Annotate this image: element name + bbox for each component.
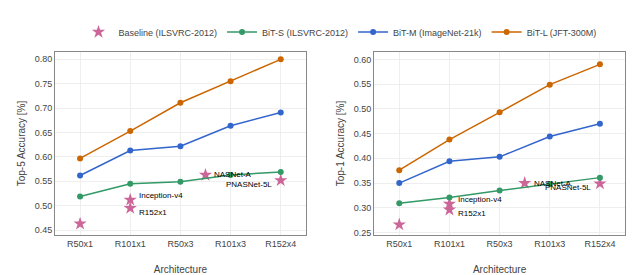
- svg-text:R152x4: R152x4: [584, 239, 615, 249]
- svg-text:0.30: 0.30: [354, 203, 372, 213]
- svg-text:0.70: 0.70: [35, 103, 53, 113]
- svg-text:Inception-v4: Inception-v4: [139, 191, 183, 200]
- svg-text:0.60: 0.60: [35, 152, 53, 162]
- svg-text:R152x1: R152x1: [139, 208, 167, 217]
- svg-text:R101x3: R101x3: [215, 239, 246, 249]
- svg-text:Top-5 Accuracy [%]: Top-5 Accuracy [%]: [16, 100, 27, 186]
- svg-text:Top-1 Accuracy [%]: Top-1 Accuracy [%]: [335, 100, 346, 186]
- svg-text:0.45: 0.45: [35, 225, 53, 235]
- svg-text:NASNet-A: NASNet-A: [214, 170, 252, 179]
- svg-text:BiT-L (JFT-300M): BiT-L (JFT-300M): [527, 28, 597, 38]
- svg-text:R152x4: R152x4: [265, 239, 296, 249]
- svg-text:0.35: 0.35: [354, 178, 372, 188]
- svg-text:0.65: 0.65: [35, 128, 53, 138]
- svg-text:0.25: 0.25: [354, 228, 372, 238]
- svg-text:R50x3: R50x3: [167, 239, 193, 249]
- svg-text:0.75: 0.75: [35, 79, 53, 89]
- svg-text:0.50: 0.50: [35, 201, 53, 211]
- svg-text:R50x1: R50x1: [67, 239, 93, 249]
- svg-text:R50x1: R50x1: [386, 239, 412, 249]
- svg-text:R50x3: R50x3: [487, 239, 513, 249]
- svg-text:PNASNet-5L: PNASNet-5L: [226, 180, 272, 189]
- svg-text:0.45: 0.45: [354, 129, 372, 139]
- svg-text:BiT-S (ILSVRC-2012): BiT-S (ILSVRC-2012): [262, 28, 348, 38]
- svg-text:R101x3: R101x3: [534, 239, 565, 249]
- svg-text:PNASNet-5L: PNASNet-5L: [545, 183, 591, 192]
- svg-text:R152x1: R152x1: [458, 209, 486, 218]
- svg-text:0.55: 0.55: [354, 79, 372, 89]
- svg-text:R101x1: R101x1: [115, 239, 146, 249]
- svg-text:R101x1: R101x1: [434, 239, 465, 249]
- svg-text:Inception-v4: Inception-v4: [458, 195, 502, 204]
- svg-text:0.50: 0.50: [354, 104, 372, 114]
- svg-text:Architecture: Architecture: [154, 264, 208, 275]
- svg-text:0.60: 0.60: [354, 55, 372, 65]
- svg-text:Architecture: Architecture: [473, 264, 527, 275]
- svg-text:BiT-M (ImageNet-21k): BiT-M (ImageNet-21k): [393, 28, 482, 38]
- svg-text:0.40: 0.40: [354, 153, 372, 163]
- svg-text:0.80: 0.80: [35, 54, 53, 64]
- svg-text:0.55: 0.55: [35, 176, 53, 186]
- svg-text:NASNet-A: NASNet-A: [534, 179, 572, 188]
- svg-text:Baseline (ILSVRC-2012): Baseline (ILSVRC-2012): [119, 28, 218, 38]
